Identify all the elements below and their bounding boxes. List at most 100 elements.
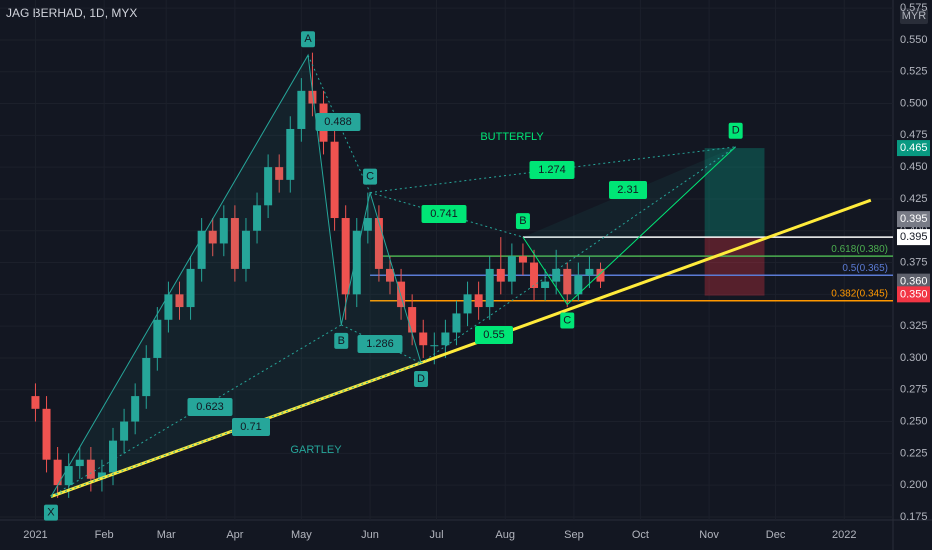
price-tag-label: 0.395	[900, 213, 928, 225]
ratio-box	[421, 205, 467, 223]
ratio-label: 1.286	[366, 338, 394, 350]
candle-body	[86, 459, 95, 479]
y-tick-label: 0.425	[900, 193, 928, 205]
price-tag-label: 0.395	[900, 231, 928, 243]
candle-body	[142, 357, 151, 397]
candle-body	[496, 268, 505, 282]
point-label: B	[338, 335, 345, 347]
y-tick-label: 0.200	[900, 479, 928, 491]
ratio-box	[529, 161, 575, 179]
currency-box	[900, 8, 928, 24]
candle-body	[308, 90, 317, 104]
position-target	[704, 148, 765, 238]
point-label: D	[417, 373, 425, 385]
point-box	[414, 371, 429, 388]
candle-body	[518, 256, 527, 263]
point-label: B	[519, 215, 526, 227]
candle-body	[596, 268, 605, 282]
point-label: D	[732, 125, 740, 137]
currency: MYR	[902, 10, 927, 22]
ratio-line	[369, 146, 736, 194]
pattern-name: GARTLEY	[290, 444, 342, 456]
ratio-box	[609, 181, 647, 199]
point-box	[43, 504, 58, 521]
candle-body	[530, 262, 539, 288]
price-tag	[897, 229, 930, 246]
x-tick-label: Dec	[766, 529, 786, 541]
y-tick-label: 0.450	[900, 161, 928, 173]
candle-body	[109, 440, 118, 473]
candle-body	[53, 459, 62, 486]
candle-body	[474, 294, 483, 308]
level-label: 0.618(0.380)	[831, 244, 888, 255]
point-box	[515, 213, 530, 230]
point-box	[363, 168, 378, 185]
candle-body	[463, 294, 472, 314]
point-label: A	[304, 33, 312, 45]
candle-body	[120, 421, 129, 441]
price-tag	[897, 286, 930, 303]
candle-body	[574, 275, 583, 295]
candle-body	[552, 268, 561, 282]
candle-body	[585, 268, 594, 276]
pattern-fill	[522, 146, 736, 305]
candle-body	[175, 294, 184, 308]
x-tick-label: Jun	[361, 529, 379, 541]
x-tick-label: Feb	[95, 529, 114, 541]
candle-body	[75, 459, 84, 467]
x-tick-label: Apr	[226, 529, 243, 541]
candle-body	[208, 230, 217, 244]
candle-body	[452, 313, 461, 333]
ratio-box	[357, 335, 403, 353]
candle-body	[153, 319, 162, 358]
x-tick-label: Aug	[495, 529, 515, 541]
ratio-line	[369, 192, 524, 238]
candle-body	[297, 90, 306, 129]
y-tick-label: 0.475	[900, 129, 928, 141]
ratio-box	[475, 326, 513, 344]
y-tick-label: 0.375	[900, 256, 928, 268]
candle-body	[164, 294, 173, 320]
price-tag-label: 0.465	[900, 142, 928, 154]
y-tick-label: 0.250	[900, 415, 928, 427]
level-label: 0.5(0.365)	[842, 263, 888, 274]
candle-body	[253, 205, 262, 231]
ratio-box	[315, 113, 361, 131]
price-tag	[897, 211, 930, 228]
candle-body	[241, 230, 250, 269]
candle-body	[97, 472, 106, 479]
x-tick-label: May	[291, 529, 312, 541]
pattern-fill	[50, 55, 422, 497]
ratio-line	[50, 324, 342, 498]
price-tag-label: 0.360	[900, 276, 928, 288]
x-tick-label: 2021	[23, 529, 47, 541]
candle-body	[485, 268, 494, 308]
point-label: X	[47, 507, 55, 519]
ratio-label: 0.741	[430, 208, 458, 220]
pattern-name: BUTTERFLY	[480, 131, 544, 143]
y-tick-label: 0.300	[900, 352, 928, 364]
candle-body	[408, 307, 417, 333]
price-tag-label: 0.350	[900, 288, 928, 300]
price-tag	[897, 140, 930, 157]
candle-body	[419, 332, 428, 346]
candle-body	[563, 268, 572, 295]
candle-body	[230, 218, 239, 269]
x-tick-label: Nov	[699, 529, 719, 541]
ratio-line	[420, 146, 736, 364]
y-tick-label: 0.225	[900, 447, 928, 459]
y-tick-label: 0.525	[900, 66, 928, 78]
candle-body	[64, 466, 73, 486]
point-box	[334, 332, 349, 349]
candle-body	[341, 218, 350, 295]
candle-body	[385, 268, 394, 282]
ratio-label: 0.623	[196, 401, 224, 413]
price-tag	[897, 273, 930, 290]
ratio-label: 0.55	[483, 329, 504, 341]
candle-body	[275, 167, 284, 180]
x-tick-label: Jul	[429, 529, 443, 541]
candle-body	[507, 256, 516, 282]
candle-body	[31, 396, 40, 409]
